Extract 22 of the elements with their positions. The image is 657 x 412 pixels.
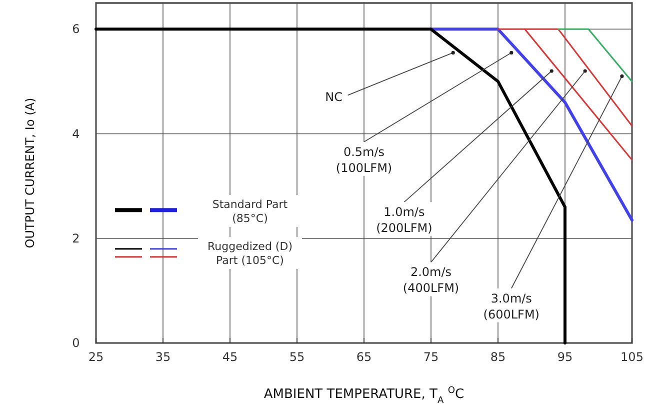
- annotation: 2.0m/s (400LFM): [402, 265, 460, 296]
- x-tick-label: 85: [490, 350, 506, 364]
- x-tick-label: 75: [423, 350, 439, 364]
- x-axis-title: AMBIENT TEMPERATURE, T$_{A}$ $^{O}$C: [264, 386, 464, 406]
- x-tick-label: 25: [88, 350, 104, 364]
- y-tick-label: 2: [72, 231, 80, 246]
- x-tick-label: 95: [557, 350, 573, 364]
- annotation: 1.0m/s (200LFM): [376, 205, 432, 236]
- annotation: 3.0m/s (600LFM): [483, 291, 540, 322]
- annotation: Ruggedized (D) Part (105°C): [208, 240, 292, 267]
- y-tick-label: 0: [72, 336, 80, 350]
- x-tick-label: 45: [222, 350, 238, 364]
- x-tick-label: 55: [289, 350, 305, 364]
- y-tick-label: 4: [72, 126, 80, 141]
- x-tick-label: 65: [356, 350, 372, 364]
- x-tick-label: 105: [620, 350, 644, 364]
- annotation: Standard Part (85°C): [212, 198, 288, 226]
- annotation: 0.5m/s (100LFM): [336, 144, 392, 175]
- y-tick-label: 6: [72, 22, 80, 36]
- x-tick-label: 35: [155, 350, 171, 364]
- y-axis-title: OUTPUT CURRENT, Io (A): [23, 98, 37, 248]
- annotation: NC: [325, 90, 343, 104]
